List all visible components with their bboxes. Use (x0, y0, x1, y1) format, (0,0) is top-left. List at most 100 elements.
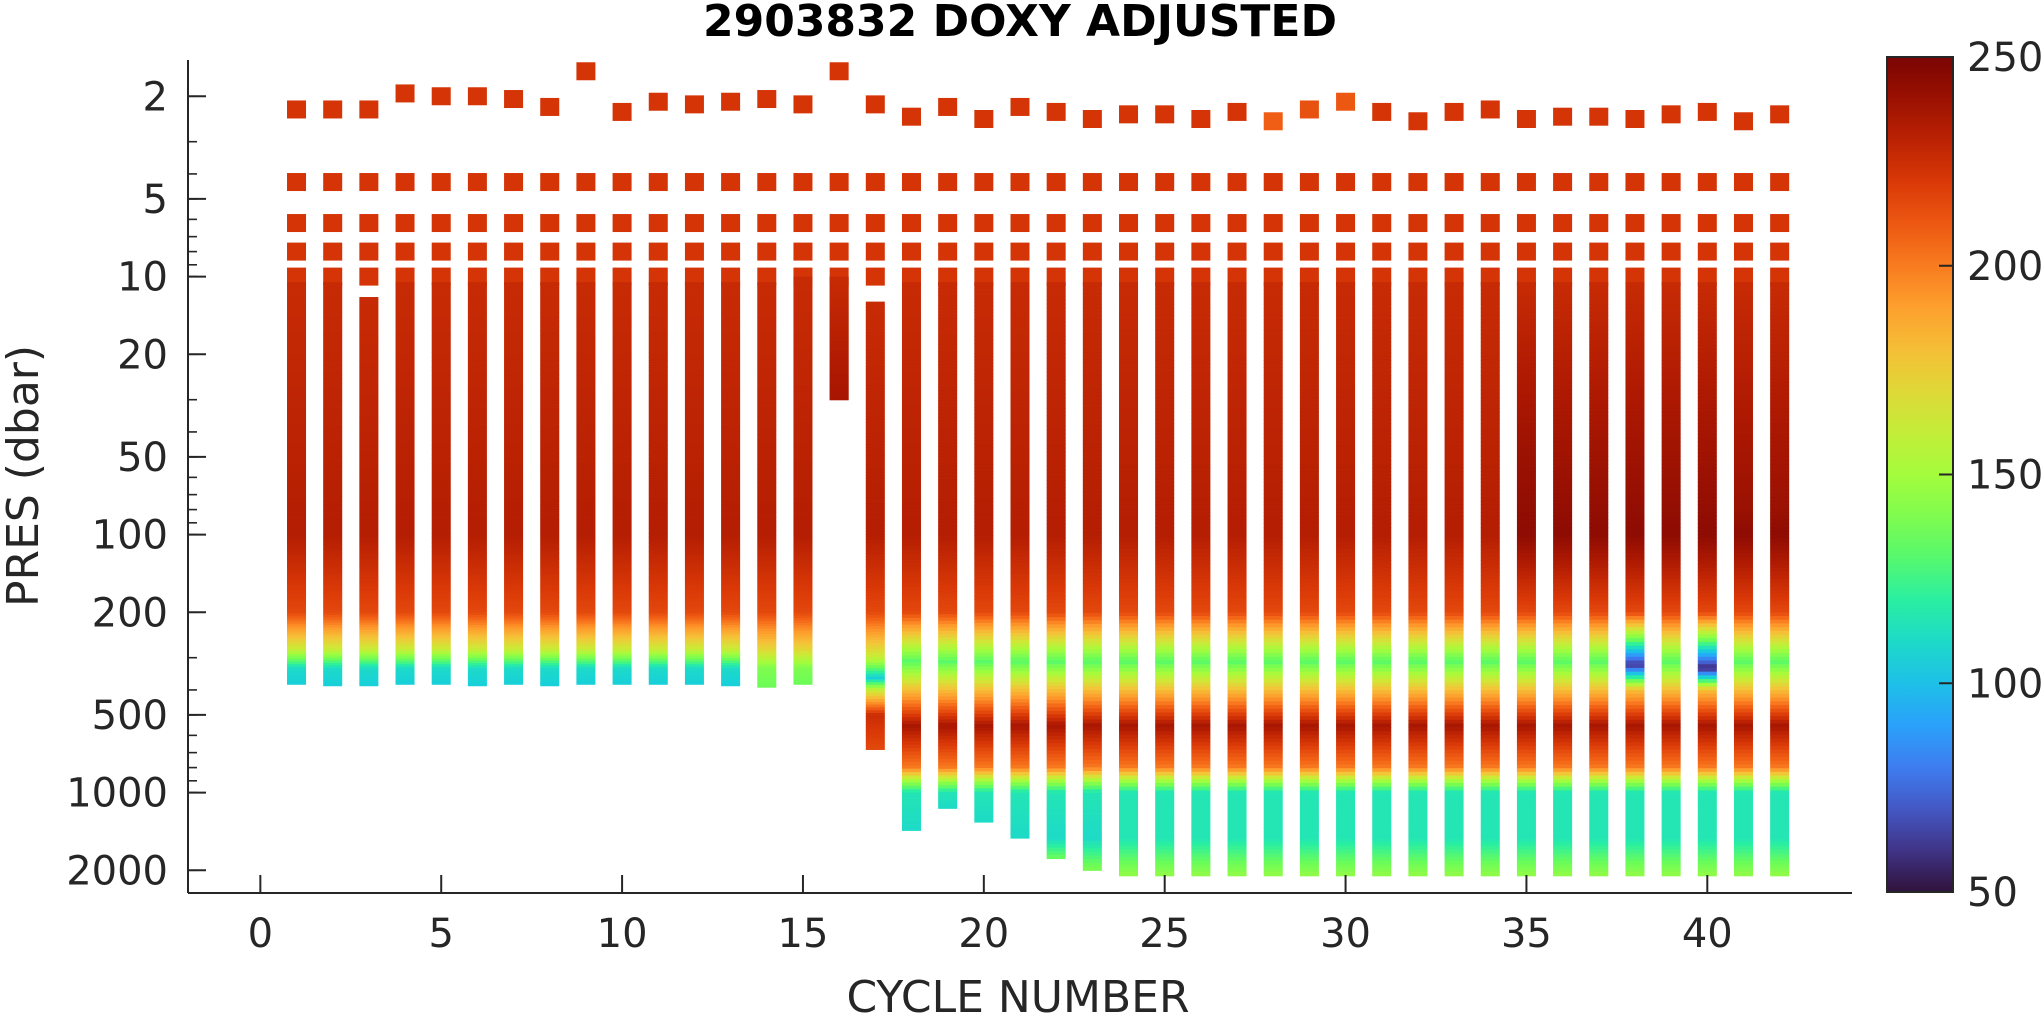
profile-slice (612, 440, 632, 444)
near-surface-sample-marker (467, 87, 487, 106)
profile-slice (1082, 554, 1102, 559)
profile-slice (540, 647, 560, 651)
profile-slice (1191, 701, 1211, 706)
profile-slice (1010, 389, 1030, 394)
profile-slice (467, 380, 487, 384)
profile-slice (1227, 779, 1247, 784)
profile-slice (648, 440, 668, 444)
profile-slice (793, 447, 813, 451)
profile-slice (1299, 319, 1319, 324)
profile-slice (901, 419, 921, 424)
profile-slice (648, 455, 668, 459)
profile-slice (504, 490, 524, 494)
profile-slice (1119, 849, 1139, 855)
profile-slice (1082, 366, 1102, 371)
profile-slice (431, 528, 451, 532)
profile-slice (757, 375, 777, 379)
profile-slice (1227, 415, 1247, 420)
profile-slice (576, 473, 596, 477)
profile-slice (431, 596, 451, 600)
profile-slice (287, 674, 307, 678)
profile-slice (467, 375, 487, 379)
profile-slice (684, 591, 704, 595)
profile-slice (1336, 794, 1356, 799)
profile-slice (829, 298, 849, 300)
profile-slice (287, 545, 307, 550)
profile-slice (1155, 608, 1175, 613)
profile-slice (1336, 779, 1356, 784)
profile-slice (974, 633, 994, 637)
profile-slice (1263, 578, 1283, 584)
profile-slice (1155, 593, 1175, 599)
profile-slice (1119, 526, 1139, 532)
profile-slice (1191, 786, 1211, 791)
profile-slice (974, 410, 994, 415)
profile-slice (1155, 649, 1175, 654)
profile-slice (540, 332, 560, 336)
profile-slice (395, 435, 415, 439)
near-surface-sample-marker (1191, 214, 1211, 233)
profile-slice (757, 444, 777, 448)
profile-slice (757, 644, 777, 648)
profile-slice (431, 530, 451, 534)
profile-slice (829, 315, 849, 318)
profile-slice (323, 602, 343, 606)
profile-slice (612, 483, 632, 487)
profile-slice (1119, 385, 1139, 391)
profile-slice (1046, 721, 1066, 726)
profile-slice (1191, 608, 1211, 613)
profile-slice (684, 598, 704, 602)
profile-slice (395, 621, 415, 625)
profile-slice (1299, 838, 1319, 843)
profile-slice (576, 349, 596, 354)
profile-slice (540, 531, 560, 535)
profile-slice (1155, 334, 1175, 339)
profile-slice (612, 450, 632, 454)
profile-slice (793, 595, 813, 599)
profile-slice (1299, 719, 1319, 725)
profile-slice (1191, 753, 1211, 758)
profile-slice (648, 601, 668, 605)
profile-slice (1191, 771, 1211, 777)
profile-slice (540, 352, 560, 356)
profile-slice (829, 321, 849, 323)
profile-slice (467, 335, 487, 339)
profile-slice (287, 550, 307, 555)
profile-slice (1227, 486, 1247, 491)
near-surface-sample-marker (648, 267, 668, 286)
profile-slice (829, 288, 849, 291)
profile-slice (1336, 634, 1356, 639)
profile-slice (829, 377, 849, 379)
profile-slice (1191, 664, 1211, 669)
profile-slice (1336, 816, 1356, 821)
profile-slice (467, 483, 487, 487)
profile-slice (1155, 541, 1175, 547)
profile-slice (504, 669, 524, 673)
profile-slice (504, 515, 524, 519)
profile-slice (865, 304, 885, 308)
profile-slice (1299, 363, 1319, 369)
profile-slice (865, 416, 885, 420)
profile-slice (612, 455, 632, 459)
profile-slice (1010, 341, 1030, 346)
profile-slice (721, 673, 741, 677)
profile-slice (1155, 308, 1175, 313)
profile-slice (757, 482, 777, 486)
profile-slice (431, 309, 451, 313)
profile-slice (648, 518, 668, 522)
profile-slice (287, 307, 307, 311)
profile-slice (757, 436, 777, 440)
profile-slice (467, 302, 487, 306)
profile-slice (287, 636, 307, 640)
profile-slice (359, 624, 379, 628)
profile-slice (829, 313, 849, 315)
profile-slice (757, 568, 777, 572)
profile-slice (287, 591, 307, 595)
profile-slice (1010, 521, 1030, 526)
profile-slice (684, 576, 704, 580)
profile-slice (757, 626, 777, 630)
profile-slice (1082, 414, 1102, 419)
near-surface-sample-marker (1119, 267, 1139, 286)
profile-slice (1336, 653, 1356, 658)
profile-slice (1010, 702, 1030, 707)
